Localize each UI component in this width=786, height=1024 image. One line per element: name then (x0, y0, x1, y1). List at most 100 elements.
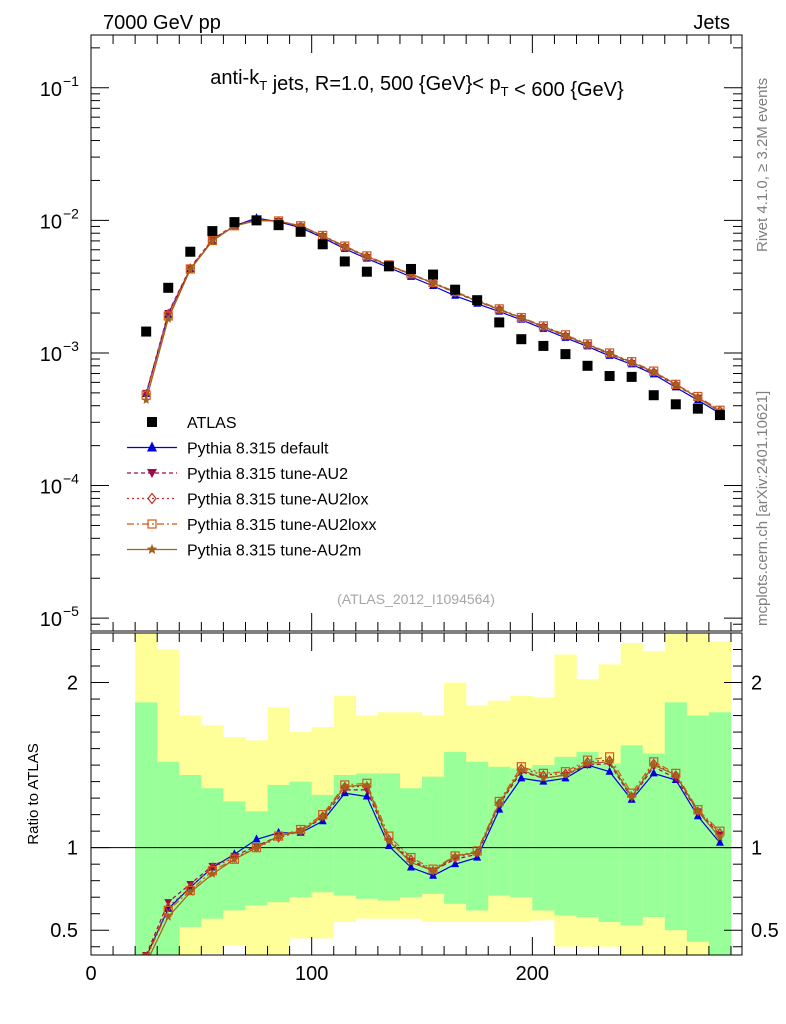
marker-square (494, 796, 504, 807)
marker-square (450, 284, 461, 295)
band-green (664, 702, 688, 931)
band-green (377, 773, 401, 901)
marker-star (164, 314, 173, 323)
marker-star (230, 854, 239, 863)
marker-star (428, 866, 438, 875)
marker-star (649, 760, 658, 769)
ratio-ylabel: Ratio to ATLAS (25, 743, 42, 844)
marker-square (147, 519, 157, 529)
marker-square (604, 348, 615, 358)
marker-diamond (230, 852, 239, 863)
marker-star (583, 759, 592, 768)
marker-square (185, 264, 195, 274)
marker-square (383, 261, 394, 272)
marker-star (495, 304, 504, 314)
marker-triangle-down (186, 880, 195, 888)
marker-triangle-up (517, 773, 526, 782)
marker-triangle-up (164, 903, 173, 912)
marker-square (516, 334, 527, 345)
y-tick-label: 10 (40, 79, 62, 101)
marker-square (318, 810, 328, 820)
band-green (399, 788, 423, 898)
marker-triangle-up (147, 441, 157, 452)
marker-star (627, 357, 636, 366)
marker-star (296, 826, 305, 835)
side-label-top: Rivet 4.1.0, ≥ 3.2M events (754, 78, 771, 252)
marker-star (274, 831, 283, 840)
main-y-tick-labels: 10−510−410−310−210−1 (40, 73, 79, 631)
y-tick-label: 10 (40, 344, 62, 366)
ratio-y-tick-label: 1 (67, 838, 78, 860)
marker-star (318, 811, 327, 820)
marker-star (627, 792, 636, 801)
band-green (532, 765, 555, 911)
watermark: (ATLAS_2012_I1094564) (337, 591, 495, 607)
marker-square (361, 266, 372, 277)
marker-square (362, 251, 372, 261)
marker-triangle-up (362, 791, 371, 800)
marker-star (141, 395, 151, 404)
ratio-y-tick-label-right: 0.5 (751, 920, 779, 942)
marker-square (472, 295, 483, 306)
band-green (135, 702, 158, 955)
marker-square (714, 410, 725, 421)
legend-label: Pythia 8.315 tune-AU2m (187, 543, 361, 560)
band-green (289, 781, 312, 898)
y-tick-label: 10 (40, 211, 62, 233)
y-tick-exponent: −1 (63, 73, 79, 89)
marker-triangle-up (649, 768, 658, 777)
marker-diamond (164, 902, 172, 913)
marker-triangle-down (147, 469, 157, 478)
header-left: 7000 GeV pp (103, 12, 221, 34)
title-text: < 600 {GeV} (509, 79, 624, 101)
marker-star (318, 231, 327, 240)
y-tick-label: 10 (40, 477, 62, 499)
marker-star (561, 770, 570, 779)
legend: ATLAS Pythia 8.315 default Pythia 8.315 tu… (127, 415, 376, 560)
marker-square (538, 340, 549, 351)
band-green (267, 784, 290, 903)
marker-star (252, 843, 261, 852)
marker-diamond (147, 492, 157, 505)
marker-diamond (517, 763, 526, 774)
main-data-marks (141, 213, 725, 421)
marker-square (229, 217, 240, 228)
marker-star (605, 349, 614, 358)
marker-star (671, 379, 681, 388)
marker-star (142, 959, 151, 967)
x-tick-label: 0 (85, 963, 96, 985)
marker-diamond (649, 758, 658, 769)
marker-square (538, 321, 548, 331)
marker-square (560, 330, 571, 340)
marker-star (362, 251, 372, 260)
marker-star (450, 851, 460, 860)
main-tick-marks (90, 35, 742, 632)
marker-square (627, 357, 637, 367)
band-green (554, 756, 577, 916)
band-green (510, 768, 533, 898)
marker-star (472, 848, 482, 857)
band-green (620, 745, 643, 926)
marker-square (626, 371, 637, 382)
ratio-data-marks (141, 752, 725, 967)
main-title: anti-kT jets, R=1.0, 500 {GeV}< pT < 600… (210, 67, 624, 101)
marker-square (582, 360, 593, 371)
marker-star (517, 313, 526, 322)
marker-star (186, 887, 195, 896)
legend-entry: Pythia 8.315 tune-AU2m (127, 543, 361, 560)
marker-square (494, 304, 504, 314)
marker-square (693, 805, 703, 815)
marker-star (208, 236, 217, 245)
marker-star (715, 833, 725, 842)
marker-triangle-up (406, 862, 415, 871)
marker-triangle-up (605, 766, 614, 775)
legend-entry: Pythia 8.315 default (127, 441, 329, 458)
series-line (145, 217, 721, 414)
marker-star (208, 869, 217, 878)
band-green (686, 715, 710, 942)
y-tick-exponent: −2 (63, 205, 79, 221)
marker-square (560, 349, 571, 360)
x-tick-label: 100 (295, 963, 328, 985)
band-green (201, 788, 224, 919)
